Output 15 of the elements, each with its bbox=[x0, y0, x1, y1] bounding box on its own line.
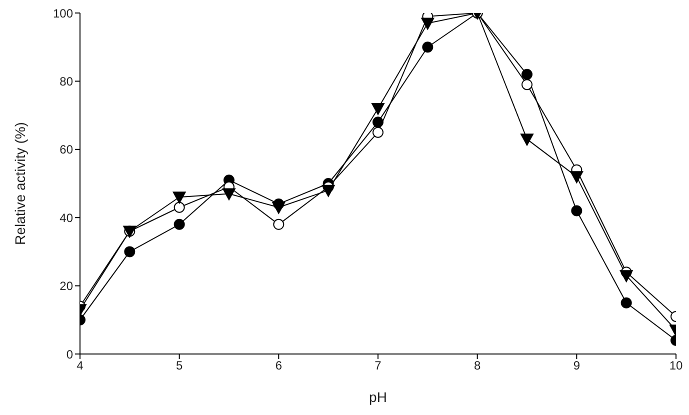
y-tick-label: 40 bbox=[60, 210, 74, 225]
x-tick-label: 9 bbox=[573, 358, 580, 373]
x-tick-label: 4 bbox=[76, 358, 84, 373]
x-tick-label: 6 bbox=[275, 358, 282, 373]
x-tick-label: 5 bbox=[176, 358, 183, 373]
x-tick-label: 10 bbox=[669, 358, 683, 373]
y-tick-label: 100 bbox=[52, 6, 74, 20]
x-tick-label: 8 bbox=[474, 358, 481, 373]
x-axis-title: pH bbox=[369, 389, 387, 405]
y-tick-label: 80 bbox=[60, 74, 74, 88]
y-tick-label: 20 bbox=[60, 279, 74, 294]
y-tick-label: 60 bbox=[60, 142, 74, 157]
x-tick-label: 7 bbox=[374, 358, 382, 373]
y-tick-label: 0 bbox=[66, 347, 74, 362]
y-axis-title: Relative activity (%) bbox=[12, 122, 28, 245]
